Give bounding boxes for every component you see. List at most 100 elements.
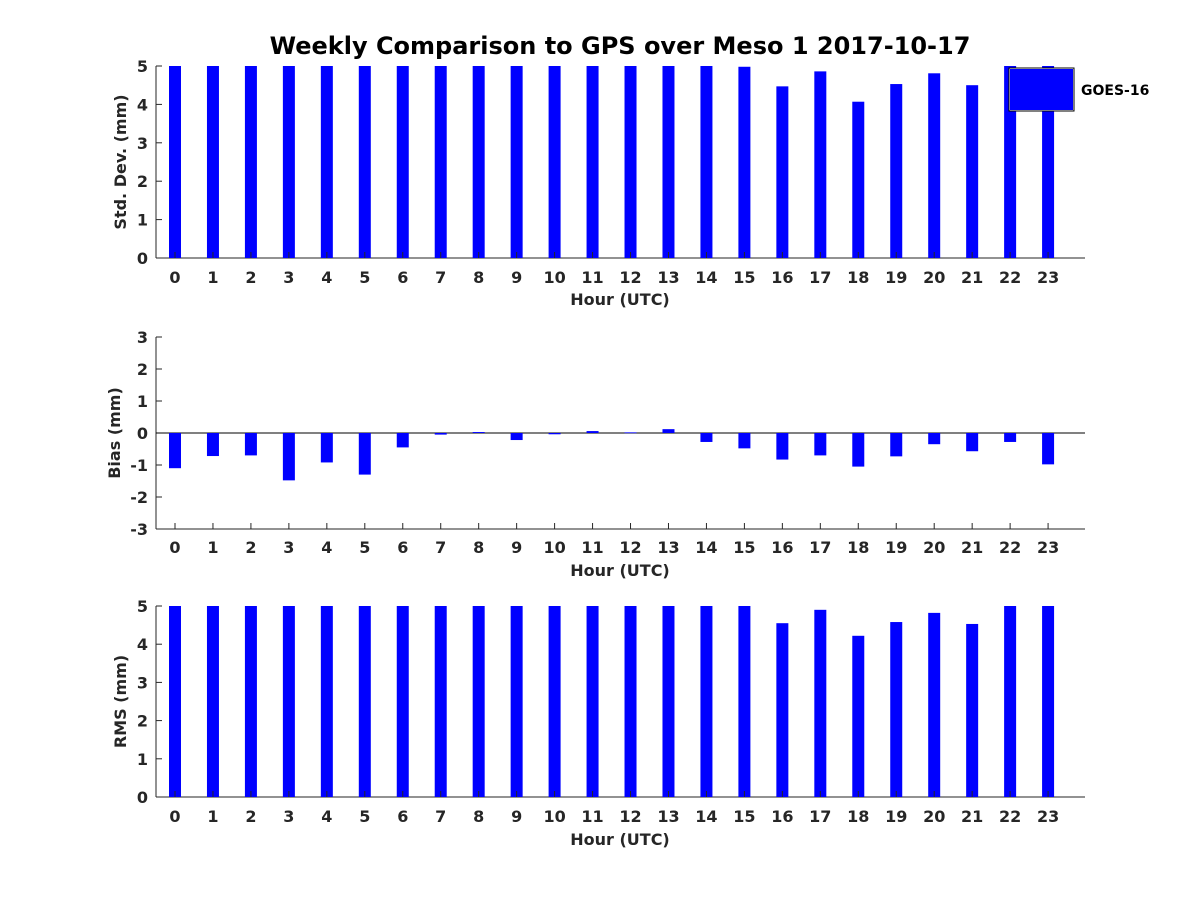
bias-y-axis-label: Bias (mm) bbox=[105, 387, 124, 479]
rms-x-tick-label: 12 bbox=[619, 807, 641, 826]
rms-bar-8 bbox=[472, 606, 485, 797]
bias-x-tick-label: 5 bbox=[359, 538, 370, 557]
std-dev-x-tick-label: 15 bbox=[733, 268, 755, 287]
std-dev-bar-1 bbox=[206, 66, 219, 258]
bias-x-tick-label: 16 bbox=[771, 538, 793, 557]
std-dev-x-tick-label: 5 bbox=[359, 268, 370, 287]
bias-bar-8 bbox=[472, 432, 485, 433]
std-dev-bar-22 bbox=[1004, 66, 1017, 258]
std-dev-bar-3 bbox=[282, 66, 295, 258]
rms-x-tick-label: 22 bbox=[999, 807, 1021, 826]
rms-bar-5 bbox=[358, 606, 371, 797]
rms-bar-15 bbox=[738, 606, 751, 797]
bias-bar-19 bbox=[890, 433, 903, 457]
std-dev-x-tick-label: 16 bbox=[771, 268, 793, 287]
bias-bar-0 bbox=[169, 433, 181, 469]
bias-bar-10 bbox=[548, 433, 561, 435]
std-dev-bar-16 bbox=[776, 86, 789, 259]
std-dev-x-tick-label: 1 bbox=[207, 268, 218, 287]
std-dev-bar-17 bbox=[814, 71, 827, 258]
std-dev-y-tick-label: 3 bbox=[137, 134, 148, 153]
rms-bar-7 bbox=[434, 606, 447, 797]
std-dev-bar-6 bbox=[396, 66, 409, 258]
rms-bar-11 bbox=[586, 606, 599, 797]
rms-x-tick-label: 9 bbox=[511, 807, 522, 826]
bias-bar-11 bbox=[586, 431, 599, 433]
rms-bar-9 bbox=[510, 606, 523, 797]
bias-y-tick-label: -3 bbox=[130, 520, 148, 539]
bias-y-tick-label: 1 bbox=[137, 392, 148, 411]
rms-x-tick-label: 18 bbox=[847, 807, 869, 826]
bias-y-tick-label: 3 bbox=[137, 328, 148, 347]
rms-x-tick-label: 1 bbox=[207, 807, 218, 826]
rms-bar-23 bbox=[1042, 606, 1055, 797]
std-dev-y-tick-label: 5 bbox=[137, 57, 148, 76]
bias-bar-17 bbox=[814, 433, 827, 456]
std-dev-bar-4 bbox=[320, 66, 333, 258]
bias-x-tick-label: 3 bbox=[283, 538, 294, 557]
bias-x-tick-label: 22 bbox=[999, 538, 1021, 557]
bias-x-tick-label: 18 bbox=[847, 538, 869, 557]
rms-bar-22 bbox=[1004, 606, 1017, 797]
std-dev-x-axis-label: Hour (UTC) bbox=[570, 290, 670, 309]
rms-x-tick-label: 16 bbox=[771, 807, 793, 826]
std-dev-bar-7 bbox=[434, 66, 447, 258]
rms-x-tick-label: 23 bbox=[1037, 807, 1059, 826]
bias-bar-15 bbox=[738, 433, 751, 449]
std-dev-x-tick-label: 18 bbox=[847, 268, 869, 287]
bias-bar-5 bbox=[358, 433, 371, 475]
rms-x-tick-label: 3 bbox=[283, 807, 294, 826]
std-dev-y-tick-label: 0 bbox=[137, 249, 148, 268]
rms-y-tick-label: 0 bbox=[137, 788, 148, 807]
std-dev-y-tick-label: 2 bbox=[137, 172, 148, 191]
rms-x-tick-label: 2 bbox=[245, 807, 256, 826]
rms-x-tick-label: 19 bbox=[885, 807, 907, 826]
bias-x-tick-label: 10 bbox=[543, 538, 565, 557]
bias-x-tick-label: 4 bbox=[321, 538, 332, 557]
rms-bar-21 bbox=[966, 623, 979, 797]
rms-x-tick-label: 20 bbox=[923, 807, 945, 826]
bias-bar-4 bbox=[320, 433, 333, 463]
std-dev-x-tick-label: 9 bbox=[511, 268, 522, 287]
bias-bar-9 bbox=[510, 433, 523, 441]
bias-x-tick-label: 1 bbox=[207, 538, 218, 557]
std-dev-bar-0 bbox=[169, 66, 181, 258]
rms-y-axis-label: RMS (mm) bbox=[111, 655, 130, 748]
rms-x-tick-label: 5 bbox=[359, 807, 370, 826]
std-dev-x-tick-label: 14 bbox=[695, 268, 717, 287]
rms-bar-17 bbox=[814, 609, 827, 797]
rms-bar-3 bbox=[282, 606, 295, 797]
bias-y-tick-label: -1 bbox=[130, 456, 148, 475]
std-dev-bar-9 bbox=[510, 66, 523, 258]
std-dev-x-tick-label: 22 bbox=[999, 268, 1021, 287]
rms-x-axis-label: Hour (UTC) bbox=[570, 830, 670, 849]
bias-x-tick-label: 2 bbox=[245, 538, 256, 557]
rms-x-tick-label: 4 bbox=[321, 807, 332, 826]
rms-x-tick-label: 11 bbox=[581, 807, 603, 826]
std-dev-x-tick-label: 12 bbox=[619, 268, 641, 287]
bias-bar-21 bbox=[966, 433, 979, 452]
std-dev-x-tick-label: 13 bbox=[657, 268, 679, 287]
std-dev-x-tick-label: 7 bbox=[435, 268, 446, 287]
std-dev-x-tick-label: 3 bbox=[283, 268, 294, 287]
rms-x-tick-label: 13 bbox=[657, 807, 679, 826]
rms-bar-14 bbox=[700, 606, 713, 797]
bias-bar-13 bbox=[662, 429, 675, 433]
std-dev-y-tick-label: 4 bbox=[137, 95, 148, 114]
chart-title: Weekly Comparison to GPS over Meso 1 201… bbox=[270, 32, 971, 60]
rms-bar-18 bbox=[852, 635, 865, 797]
bias-bar-2 bbox=[244, 433, 257, 456]
rms-bar-4 bbox=[320, 606, 333, 797]
std-dev-bar-14 bbox=[700, 66, 713, 258]
std-dev-bar-10 bbox=[548, 66, 561, 258]
rms-bar-0 bbox=[169, 606, 181, 797]
bias-x-tick-label: 9 bbox=[511, 538, 522, 557]
bias-y-tick-label: 0 bbox=[137, 424, 148, 443]
bias-y-tick-label: 2 bbox=[137, 360, 148, 379]
bias-x-tick-label: 6 bbox=[397, 538, 408, 557]
std-dev-bar-2 bbox=[244, 66, 257, 258]
